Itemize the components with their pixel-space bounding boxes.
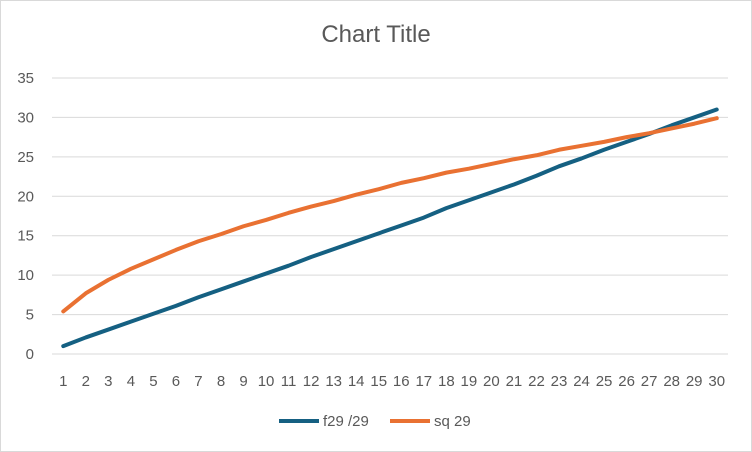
y-tick-label: 0 (26, 346, 34, 363)
y-tick-label: 20 (17, 188, 34, 205)
x-tick-label: 4 (127, 373, 135, 390)
legend-label-1: f29 /29 (323, 413, 369, 430)
chart-title: Chart Title (321, 21, 430, 48)
x-tick-label: 29 (686, 373, 703, 390)
x-tick-label: 6 (172, 373, 180, 390)
x-tick-label: 24 (573, 373, 590, 390)
x-tick-label: 2 (82, 373, 90, 390)
x-tick-label: 20 (483, 373, 500, 390)
x-tick-label: 27 (641, 373, 658, 390)
x-tick-label: 1 (59, 373, 67, 390)
gridlines (52, 77, 728, 355)
x-tick-label: 26 (618, 373, 635, 390)
x-tick-label: 8 (217, 373, 225, 390)
series-line-2 (61, 116, 719, 314)
y-tick-label: 35 (17, 70, 34, 87)
x-tick-label: 25 (596, 373, 613, 390)
x-tick-label: 16 (393, 373, 410, 390)
y-tick-label: 15 (17, 228, 34, 245)
x-tick-label: 10 (258, 373, 275, 390)
y-tick-label: 10 (17, 267, 34, 284)
y-tick-label: 5 (26, 307, 34, 324)
x-tick-label: 5 (149, 373, 157, 390)
x-tick-label: 13 (325, 373, 342, 390)
x-tick-label: 3 (104, 373, 112, 390)
series-line-1 (61, 107, 719, 349)
x-tick-label: 23 (551, 373, 568, 390)
x-tick-label: 18 (438, 373, 455, 390)
y-tick-label: 30 (17, 109, 34, 126)
x-tick-label: 7 (194, 373, 202, 390)
x-tick-label: 30 (708, 373, 725, 390)
x-tick-label: 21 (506, 373, 523, 390)
legend-label-2: sq 29 (434, 413, 471, 430)
x-tick-label: 14 (348, 373, 365, 390)
legend: f29 /29 sq 29 (279, 413, 471, 430)
x-tick-label: 15 (370, 373, 387, 390)
x-tick-label: 28 (663, 373, 680, 390)
y-axis-ticks: 0 5 10 15 20 25 30 35 (17, 70, 34, 363)
x-tick-label: 22 (528, 373, 545, 390)
y-tick-label: 25 (17, 149, 34, 166)
x-tick-label: 12 (303, 373, 320, 390)
x-tick-label: 19 (461, 373, 478, 390)
x-tick-label: 17 (415, 373, 432, 390)
x-tick-label: 11 (281, 373, 297, 390)
x-tick-label: 9 (239, 373, 247, 390)
series-lines (61, 107, 719, 349)
x-axis-ticks: 1 2 3 4 5 6 7 8 9 10 11 12 13 14 15 16 17 18 19 20 21 22 23 24 2… (59, 373, 725, 390)
